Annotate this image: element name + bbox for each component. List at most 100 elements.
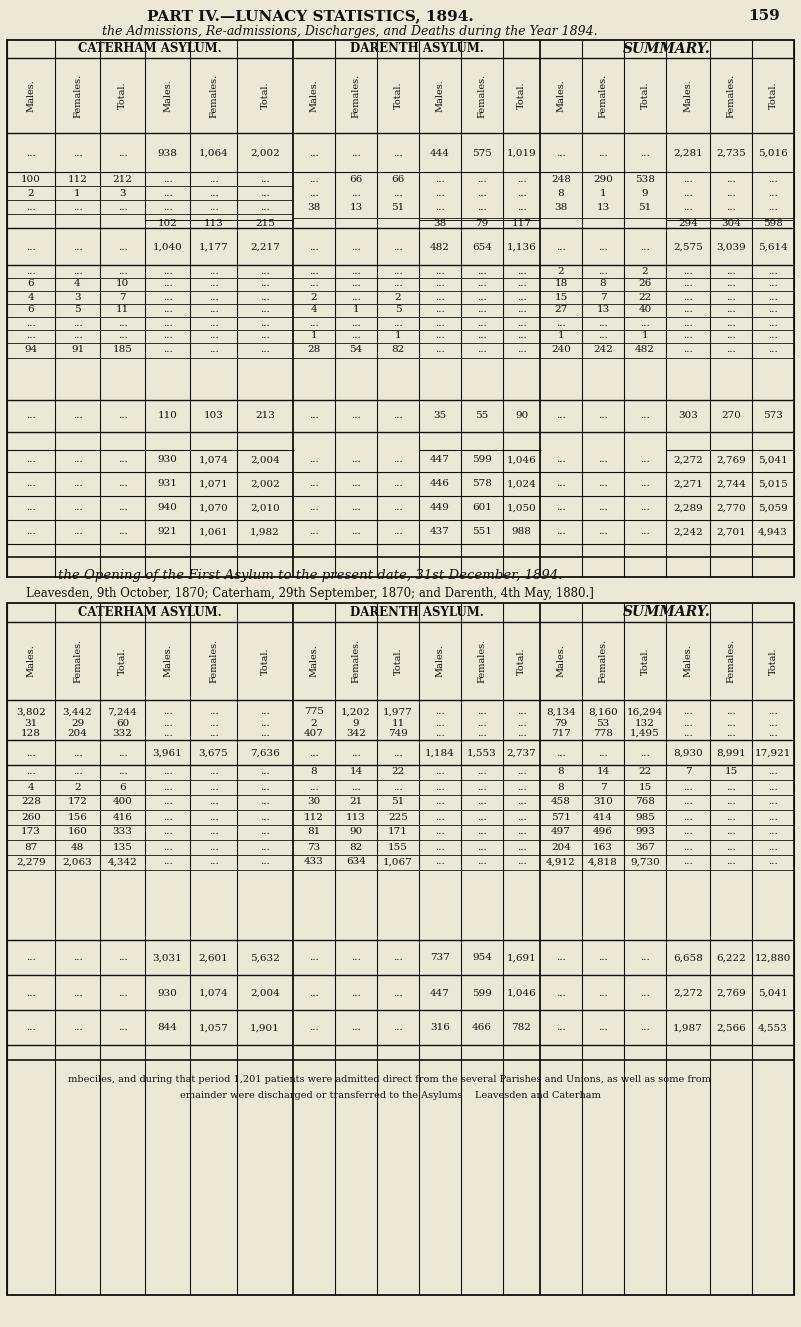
Text: ...: ... xyxy=(208,332,219,341)
Text: Females.: Females. xyxy=(477,638,486,683)
Text: ...: ... xyxy=(208,812,219,821)
Text: ...: ... xyxy=(517,828,526,836)
Text: ...: ... xyxy=(727,292,736,301)
Text: ...: ... xyxy=(118,455,127,464)
Text: ...: ... xyxy=(517,812,526,821)
Text: Males.: Males. xyxy=(436,645,445,678)
Text: 598: 598 xyxy=(763,219,783,228)
Text: ...: ... xyxy=(768,305,778,314)
Text: 40: 40 xyxy=(638,305,652,314)
Text: 17,921: 17,921 xyxy=(755,748,791,758)
Text: 14: 14 xyxy=(349,767,363,776)
Text: Males.: Males. xyxy=(163,80,172,111)
Text: ...: ... xyxy=(208,305,219,314)
Text: 2: 2 xyxy=(28,188,34,198)
Text: 112: 112 xyxy=(304,812,324,821)
Text: ...: ... xyxy=(768,718,778,727)
Text: 304: 304 xyxy=(721,219,741,228)
Text: 10: 10 xyxy=(116,280,129,288)
Text: ...: ... xyxy=(309,528,319,536)
Text: ...: ... xyxy=(260,332,270,341)
Text: ...: ... xyxy=(435,305,445,314)
Text: ...: ... xyxy=(118,528,127,536)
Text: ...: ... xyxy=(73,332,83,341)
Text: 782: 782 xyxy=(512,1023,531,1032)
Text: ...: ... xyxy=(477,332,487,341)
Text: ...: ... xyxy=(163,292,172,301)
Text: ...: ... xyxy=(640,503,650,512)
Text: 2,002: 2,002 xyxy=(250,479,280,488)
Text: 9: 9 xyxy=(642,188,648,198)
Text: Females.: Females. xyxy=(598,638,607,683)
Text: 172: 172 xyxy=(67,798,87,807)
Text: ...: ... xyxy=(683,798,693,807)
Text: ...: ... xyxy=(118,411,127,421)
Text: ...: ... xyxy=(477,292,487,301)
Text: ...: ... xyxy=(517,707,526,717)
Text: 1,046: 1,046 xyxy=(506,989,537,998)
Text: 242: 242 xyxy=(593,345,613,354)
Text: ...: ... xyxy=(208,828,219,836)
Text: ...: ... xyxy=(118,1023,127,1032)
Text: the Admissions, Re-admissions, Discharges, and Deaths during the Year 1894.: the Admissions, Re-admissions, Discharge… xyxy=(103,25,598,38)
Text: ...: ... xyxy=(260,292,270,301)
Text: Leavesden, 9th October, 1870; Caterham, 29th September, 1870; and Darenth, 4th M: Leavesden, 9th October, 1870; Caterham, … xyxy=(26,587,594,600)
Text: 5,041: 5,041 xyxy=(758,989,788,998)
Text: emainder were discharged or transferred to the Asylums    Leavesden and Caterham: emainder were discharged or transferred … xyxy=(179,1091,601,1100)
Text: ...: ... xyxy=(556,748,566,758)
Text: Total.: Total. xyxy=(641,82,650,109)
Text: 2,701: 2,701 xyxy=(716,528,746,536)
Text: 82: 82 xyxy=(392,345,405,354)
Text: 2,002: 2,002 xyxy=(250,149,280,158)
Text: 8: 8 xyxy=(557,767,565,776)
Text: 2,010: 2,010 xyxy=(250,503,280,512)
Text: 3: 3 xyxy=(74,292,81,301)
Text: 3,961: 3,961 xyxy=(153,748,183,758)
Text: 8,930: 8,930 xyxy=(673,748,702,758)
Text: ...: ... xyxy=(163,280,172,288)
Text: 171: 171 xyxy=(388,828,408,836)
Text: ...: ... xyxy=(598,149,608,158)
Text: 5,614: 5,614 xyxy=(758,243,788,252)
Text: ...: ... xyxy=(683,707,693,717)
Text: 1,046: 1,046 xyxy=(506,455,537,464)
Text: 2: 2 xyxy=(642,267,648,276)
Text: 1,184: 1,184 xyxy=(425,748,455,758)
Text: 13: 13 xyxy=(597,203,610,211)
Text: mbeciles, and during that period 1,201 patients were admitted direct from the se: mbeciles, and during that period 1,201 p… xyxy=(69,1075,711,1084)
Text: 55: 55 xyxy=(475,411,489,421)
Text: ...: ... xyxy=(163,332,172,341)
Text: ...: ... xyxy=(163,305,172,314)
Text: ...: ... xyxy=(351,292,361,301)
Text: ...: ... xyxy=(727,318,736,328)
Text: ...: ... xyxy=(26,479,36,488)
Text: 7: 7 xyxy=(600,292,606,301)
Text: 654: 654 xyxy=(472,243,492,252)
Text: ...: ... xyxy=(768,318,778,328)
Text: ...: ... xyxy=(768,729,778,738)
Text: 367: 367 xyxy=(635,843,655,852)
Text: 571: 571 xyxy=(551,812,571,821)
Text: 1,901: 1,901 xyxy=(250,1023,280,1032)
Text: ...: ... xyxy=(683,267,693,276)
Text: ...: ... xyxy=(727,332,736,341)
Text: ...: ... xyxy=(517,280,526,288)
Text: ...: ... xyxy=(768,857,778,867)
Text: ...: ... xyxy=(26,243,36,252)
Text: ...: ... xyxy=(309,1023,319,1032)
Text: ...: ... xyxy=(73,989,83,998)
Text: 1,553: 1,553 xyxy=(467,748,497,758)
Text: ...: ... xyxy=(727,305,736,314)
Text: ...: ... xyxy=(163,828,172,836)
Text: ...: ... xyxy=(768,203,778,211)
Text: ...: ... xyxy=(683,857,693,867)
Text: ...: ... xyxy=(208,292,219,301)
Text: 4,818: 4,818 xyxy=(588,857,618,867)
Text: ...: ... xyxy=(163,345,172,354)
Text: 6,222: 6,222 xyxy=(716,954,746,962)
Text: 416: 416 xyxy=(113,812,132,821)
Text: ...: ... xyxy=(208,718,219,727)
Text: 128: 128 xyxy=(21,729,41,738)
Text: ...: ... xyxy=(309,267,319,276)
Text: 18: 18 xyxy=(554,280,568,288)
